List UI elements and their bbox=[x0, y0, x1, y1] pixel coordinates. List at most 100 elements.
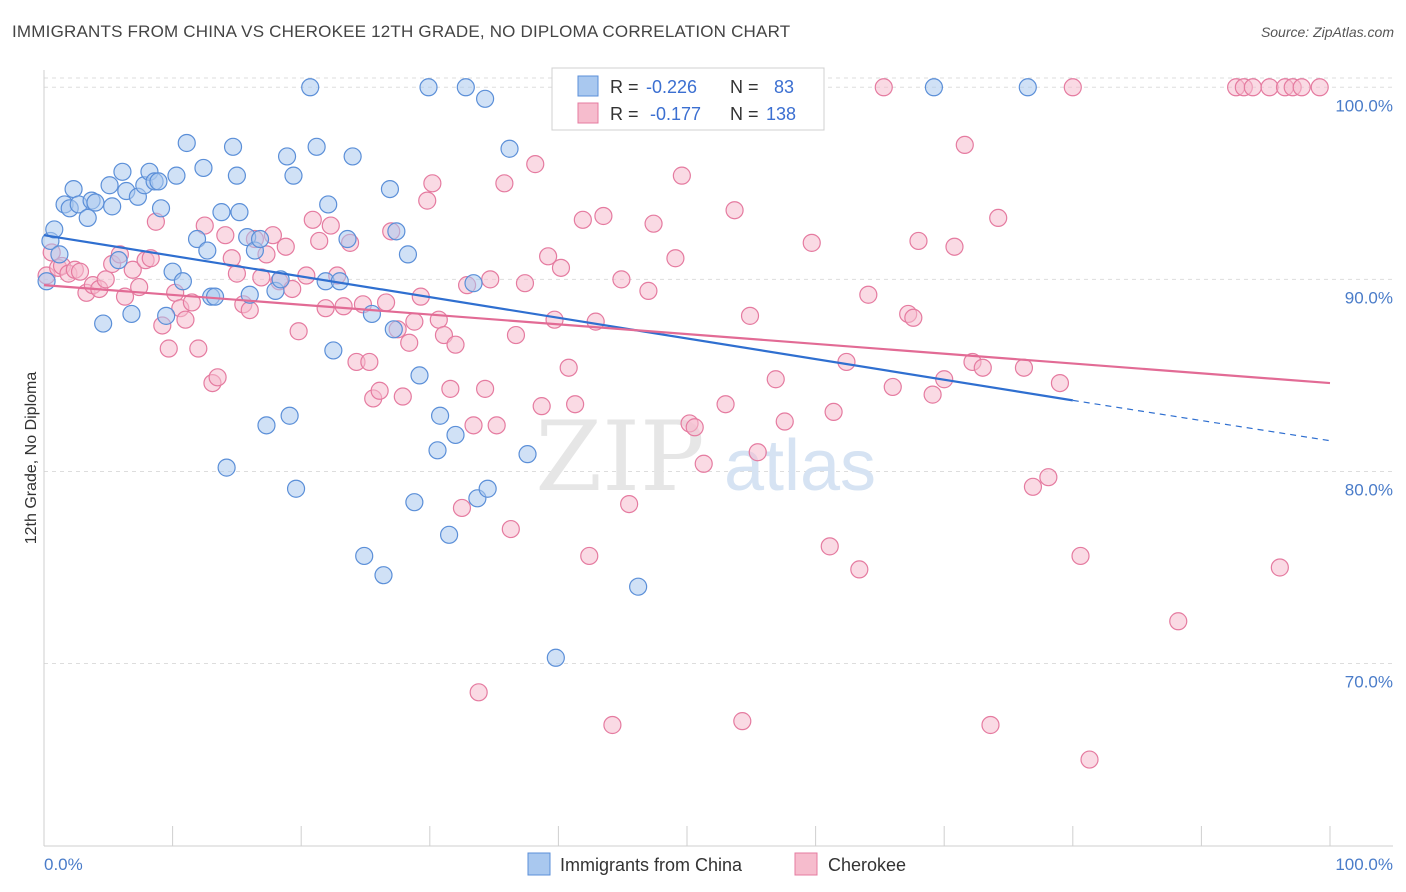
china-point bbox=[94, 314, 113, 333]
china-point bbox=[546, 648, 565, 667]
china-point bbox=[478, 479, 497, 498]
cherokee-point bbox=[1292, 78, 1311, 97]
china-point bbox=[319, 195, 338, 214]
cherokee-point bbox=[70, 262, 90, 281]
y-tick-label: 90.0% bbox=[1345, 288, 1393, 307]
china-point bbox=[428, 441, 447, 460]
cherokee-point bbox=[824, 402, 843, 422]
cherokee-point bbox=[400, 333, 419, 352]
china-point bbox=[50, 245, 69, 264]
cherokee-point bbox=[195, 216, 214, 235]
cherokee-point bbox=[981, 715, 1000, 735]
china-point bbox=[113, 162, 132, 181]
cherokee-point bbox=[685, 418, 704, 437]
china-point bbox=[500, 139, 519, 158]
china-point bbox=[629, 577, 648, 596]
stats-n-value-cherokee: 138 bbox=[766, 104, 796, 124]
cherokee-point bbox=[620, 494, 639, 514]
cherokee-point bbox=[376, 293, 396, 312]
cherokee-point bbox=[159, 339, 178, 358]
cherokee-point bbox=[1050, 373, 1070, 393]
cherokee-point bbox=[182, 293, 201, 312]
stats-swatch-cherokee bbox=[577, 102, 599, 124]
china-point bbox=[1018, 78, 1037, 97]
china-point bbox=[277, 147, 297, 166]
china-point bbox=[78, 208, 97, 228]
china-point bbox=[173, 272, 192, 291]
cherokee-point bbox=[1063, 78, 1082, 97]
china-point bbox=[122, 304, 141, 324]
cherokee-point bbox=[526, 155, 545, 174]
cherokee-point bbox=[464, 416, 483, 435]
watermark-atlas: atlas bbox=[724, 426, 876, 506]
cherokee-point bbox=[506, 325, 526, 345]
x-tick-label-max: 100.0% bbox=[1335, 855, 1393, 874]
cherokee-point bbox=[216, 226, 235, 245]
legend-swatch-cherokee bbox=[794, 852, 818, 876]
cherokee-point bbox=[208, 368, 227, 387]
china-point bbox=[257, 416, 276, 435]
x-tick-label-min: 0.0% bbox=[44, 855, 83, 874]
cherokee-point bbox=[539, 247, 558, 266]
cherokee-point bbox=[393, 387, 412, 406]
cherokee-point bbox=[96, 270, 115, 289]
cherokee-point bbox=[334, 297, 353, 316]
cherokee-point bbox=[276, 237, 295, 256]
cherokee-point bbox=[955, 135, 974, 155]
cherokee-point bbox=[1260, 78, 1279, 97]
china-point bbox=[355, 546, 374, 566]
china-point bbox=[410, 366, 429, 385]
cherokee-point bbox=[360, 352, 379, 372]
cherokee-point bbox=[441, 379, 460, 398]
watermark: ZIP atlas bbox=[535, 401, 876, 513]
cherokee-point bbox=[316, 299, 335, 318]
china-point bbox=[109, 251, 128, 270]
cherokee-point bbox=[573, 210, 592, 229]
china-point bbox=[419, 78, 438, 97]
cherokee-point bbox=[566, 395, 585, 414]
china-point bbox=[430, 406, 450, 425]
cherokee-point bbox=[909, 231, 928, 251]
chart-source: Source: ZipAtlas.com bbox=[1260, 24, 1394, 40]
china-point bbox=[439, 525, 459, 544]
y-tick-label: 70.0% bbox=[1345, 673, 1393, 692]
axes bbox=[43, 70, 1393, 847]
cherokee-point bbox=[580, 546, 599, 566]
cherokee-point bbox=[551, 258, 571, 277]
china-point bbox=[100, 176, 119, 195]
trend-lines bbox=[43, 234, 1331, 442]
bottom-legend: Immigrants from China Cherokee bbox=[527, 852, 906, 876]
china-point bbox=[374, 566, 393, 585]
stats-n-value-china: 83 bbox=[774, 77, 794, 97]
china-point bbox=[151, 199, 171, 218]
cherokee-point bbox=[303, 210, 322, 229]
cherokee-point bbox=[515, 274, 535, 293]
cherokee-point bbox=[289, 322, 308, 341]
cherokee-point bbox=[446, 335, 465, 354]
cherokee-point bbox=[694, 454, 713, 473]
cherokee-point bbox=[725, 201, 744, 220]
cherokee-point bbox=[321, 216, 340, 235]
y-axis-tick-labels: 70.0% 80.0% 90.0% 100.0% bbox=[1335, 96, 1393, 691]
cherokee-point bbox=[973, 358, 992, 377]
cherokee-point bbox=[452, 498, 472, 518]
stats-r-value-cherokee: -0.177 bbox=[650, 104, 701, 124]
china-point bbox=[223, 137, 243, 156]
cherokee-point bbox=[850, 560, 869, 579]
y-tick-label: 80.0% bbox=[1345, 480, 1393, 499]
cherokee-point bbox=[423, 174, 442, 193]
cherokee-point bbox=[666, 249, 685, 268]
y-tick-label: 100.0% bbox=[1335, 96, 1393, 115]
gridlines bbox=[44, 77, 1393, 665]
cherokee-point bbox=[481, 270, 500, 289]
china-point bbox=[398, 245, 418, 264]
cherokee-point bbox=[1014, 358, 1034, 377]
china-point bbox=[149, 172, 168, 191]
china-point bbox=[284, 166, 303, 185]
cherokee-point bbox=[594, 206, 613, 226]
trend-line-china bbox=[43, 234, 1073, 402]
china-point bbox=[475, 89, 495, 108]
cherokee-point bbox=[716, 395, 735, 414]
china-point bbox=[380, 179, 400, 199]
cherokee-point bbox=[733, 712, 752, 731]
